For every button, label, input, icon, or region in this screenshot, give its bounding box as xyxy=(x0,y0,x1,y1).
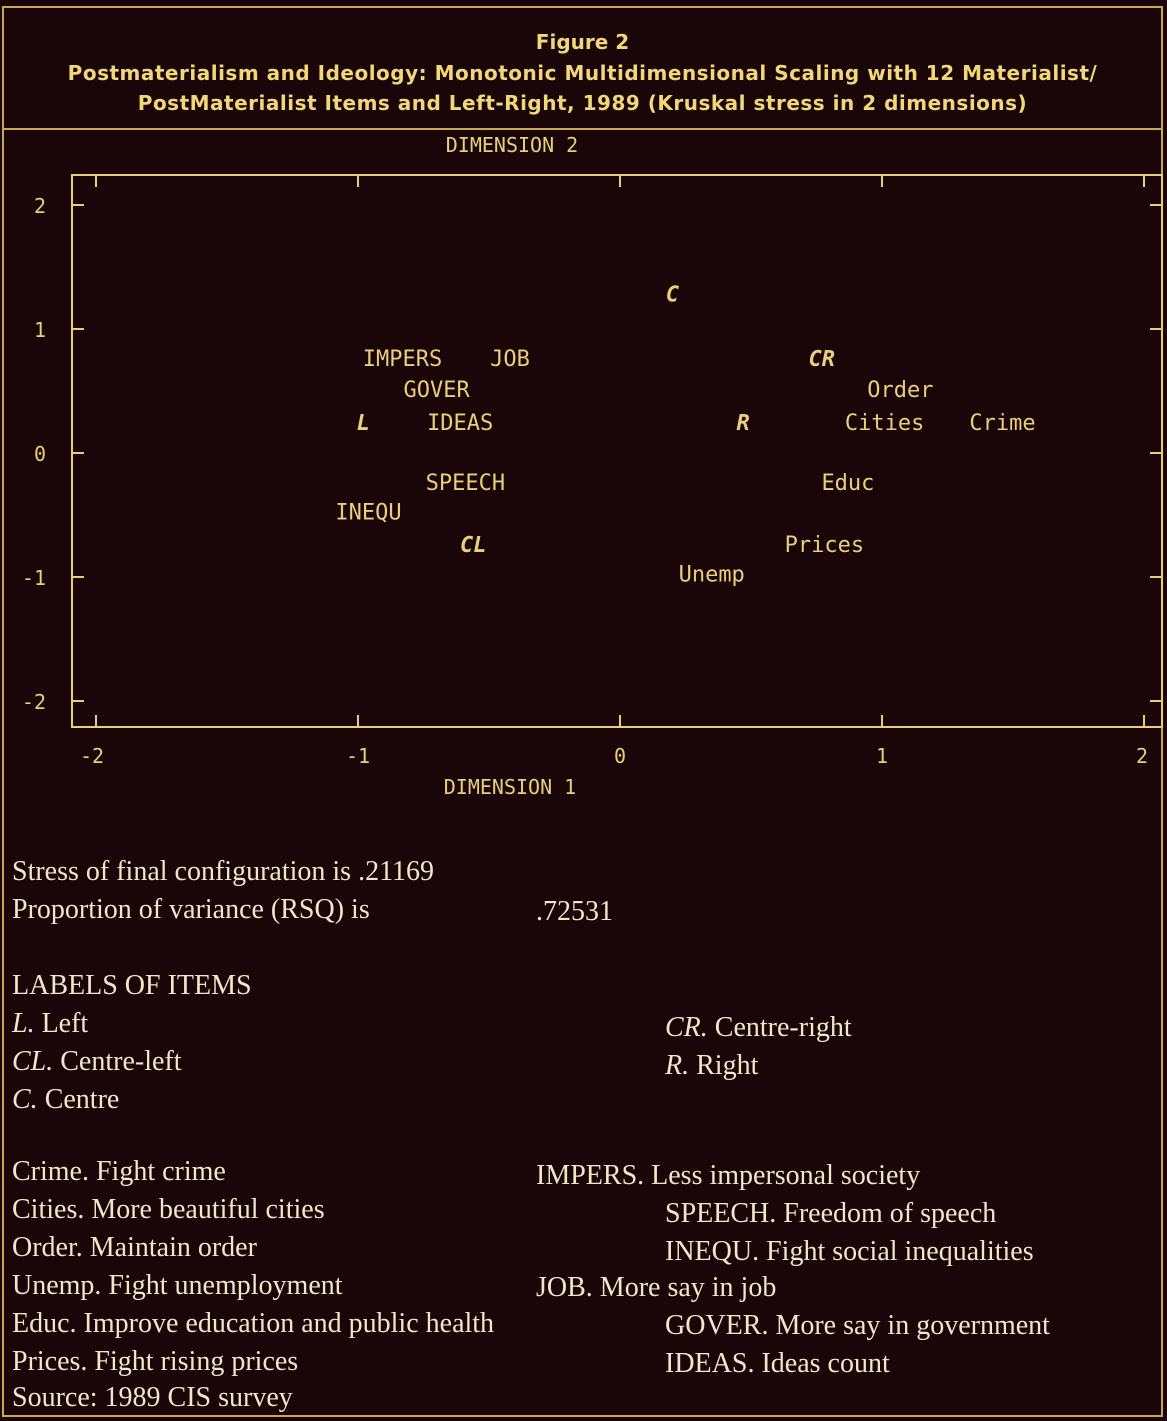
labels-heading: LABELS OF ITEMS xyxy=(12,970,252,1001)
x-tick-label: -1 xyxy=(346,744,370,768)
point-label-prices: Prices xyxy=(785,533,864,558)
rsq-label: Proportion of variance (RSQ) is xyxy=(12,894,370,925)
figure-header: Figure 2 Postmaterialism and Ideology: M… xyxy=(2,6,1163,130)
point-label-gover: GOVER xyxy=(403,378,470,403)
mds-scatter-plot: -2 -1 0 1 2 2 1 0 -1 -2 C IMPERS JOB CR GOVER Order L ID… xyxy=(22,133,1163,799)
y-tick-label: -2 xyxy=(22,690,46,714)
point-label-cl: CL xyxy=(460,533,487,558)
plot-frame xyxy=(71,174,1163,728)
label-centre-right-abbr: CR. xyxy=(665,1012,708,1043)
label-gover: GOVER. More say in government xyxy=(665,1310,1050,1341)
label-educ: Educ. Improve education and public healt… xyxy=(12,1308,495,1339)
y-tick-label: -1 xyxy=(22,566,46,590)
stress-value: .21169 xyxy=(358,856,435,887)
x-tick-label: -2 xyxy=(80,744,104,768)
point-label-job: JOB xyxy=(490,347,530,372)
x-tick-label: 2 xyxy=(1136,744,1148,768)
label-crime: Crime. Fight crime xyxy=(12,1156,226,1187)
label-centre-left: CL. Centre-left xyxy=(12,1046,182,1078)
plot-axes: -2 -1 0 1 2 2 1 0 -1 -2 xyxy=(22,174,1163,768)
label-centre-left-abbr: CL. xyxy=(12,1046,54,1077)
label-centre-left-text: Centre-left xyxy=(60,1046,182,1077)
point-label-inequ: INEQU xyxy=(335,501,401,526)
figure-title-line-1: Postmaterialism and Ideology: Monotonic … xyxy=(67,61,1098,85)
label-prices: Prices. Fight rising prices xyxy=(12,1346,299,1377)
point-label-impers: IMPERS xyxy=(363,347,442,372)
y-tick-label: 2 xyxy=(34,194,46,218)
label-inequ: INEQU. Fight social inequalities xyxy=(665,1236,1034,1267)
point-label-speech: SPEECH xyxy=(426,471,505,496)
y-axis-label: DIMENSION 2 xyxy=(446,133,578,157)
stress-label: Stress of final configuration is xyxy=(12,856,352,887)
label-right: R. Right xyxy=(665,1050,758,1082)
label-left: L. Left xyxy=(12,1008,88,1040)
label-ideas: IDEAS. Ideas count xyxy=(665,1348,890,1379)
x-axis-label: DIMENSION 1 xyxy=(444,775,576,799)
point-label-unemp: Unemp xyxy=(679,563,745,588)
point-label-order: Order xyxy=(867,378,933,403)
y-tick-label: 0 xyxy=(34,442,46,466)
point-label-crime: Crime xyxy=(969,411,1035,436)
point-label-ideas: IDEAS xyxy=(427,411,493,436)
point-label-c: C xyxy=(666,282,680,307)
x-tick-label: 1 xyxy=(876,744,888,768)
label-speech: SPEECH. Freedom of speech xyxy=(665,1198,997,1229)
label-centre-abbr: C. xyxy=(12,1084,38,1115)
label-impers: IMPERS. Less impersonal society xyxy=(536,1160,921,1191)
point-label-r: R xyxy=(737,411,750,436)
x-tick-label: 0 xyxy=(614,744,626,768)
point-label-educ: Educ xyxy=(821,471,874,496)
point-label-cr: CR xyxy=(808,347,835,372)
label-unemp: Unemp. Fight unemployment xyxy=(12,1270,343,1301)
point-label-cities: Cities xyxy=(845,411,924,436)
label-left-abbr: L. xyxy=(12,1008,35,1039)
label-job: JOB. More say in job xyxy=(536,1272,777,1303)
label-order: Order. Maintain order xyxy=(12,1232,257,1263)
point-label-l: L xyxy=(357,411,370,436)
label-right-abbr: R. xyxy=(665,1050,690,1081)
plot-labels: C IMPERS JOB CR GOVER Order L IDEAS R Cities Crime… xyxy=(335,282,1035,587)
figure-number: Figure 2 xyxy=(535,30,630,54)
stress-row: Stress of final configuration is .21169 xyxy=(12,856,434,888)
rsq-value: .72531 xyxy=(536,896,613,927)
label-right-text: Right xyxy=(696,1050,759,1081)
label-cities: Cities. More beautiful cities xyxy=(12,1194,325,1225)
label-left-text: Left xyxy=(41,1008,89,1039)
label-centre-right: CR. Centre-right xyxy=(665,1012,852,1044)
label-centre-text: Centre xyxy=(44,1084,120,1115)
figure-title-line-2: PostMaterialist Items and Left-Right, 19… xyxy=(137,91,1028,115)
label-centre-right-text: Centre-right xyxy=(714,1012,852,1043)
source-note: Source: 1989 CIS survey xyxy=(12,1382,293,1413)
label-centre: C. Centre xyxy=(12,1084,119,1116)
y-tick-label: 1 xyxy=(34,318,46,342)
